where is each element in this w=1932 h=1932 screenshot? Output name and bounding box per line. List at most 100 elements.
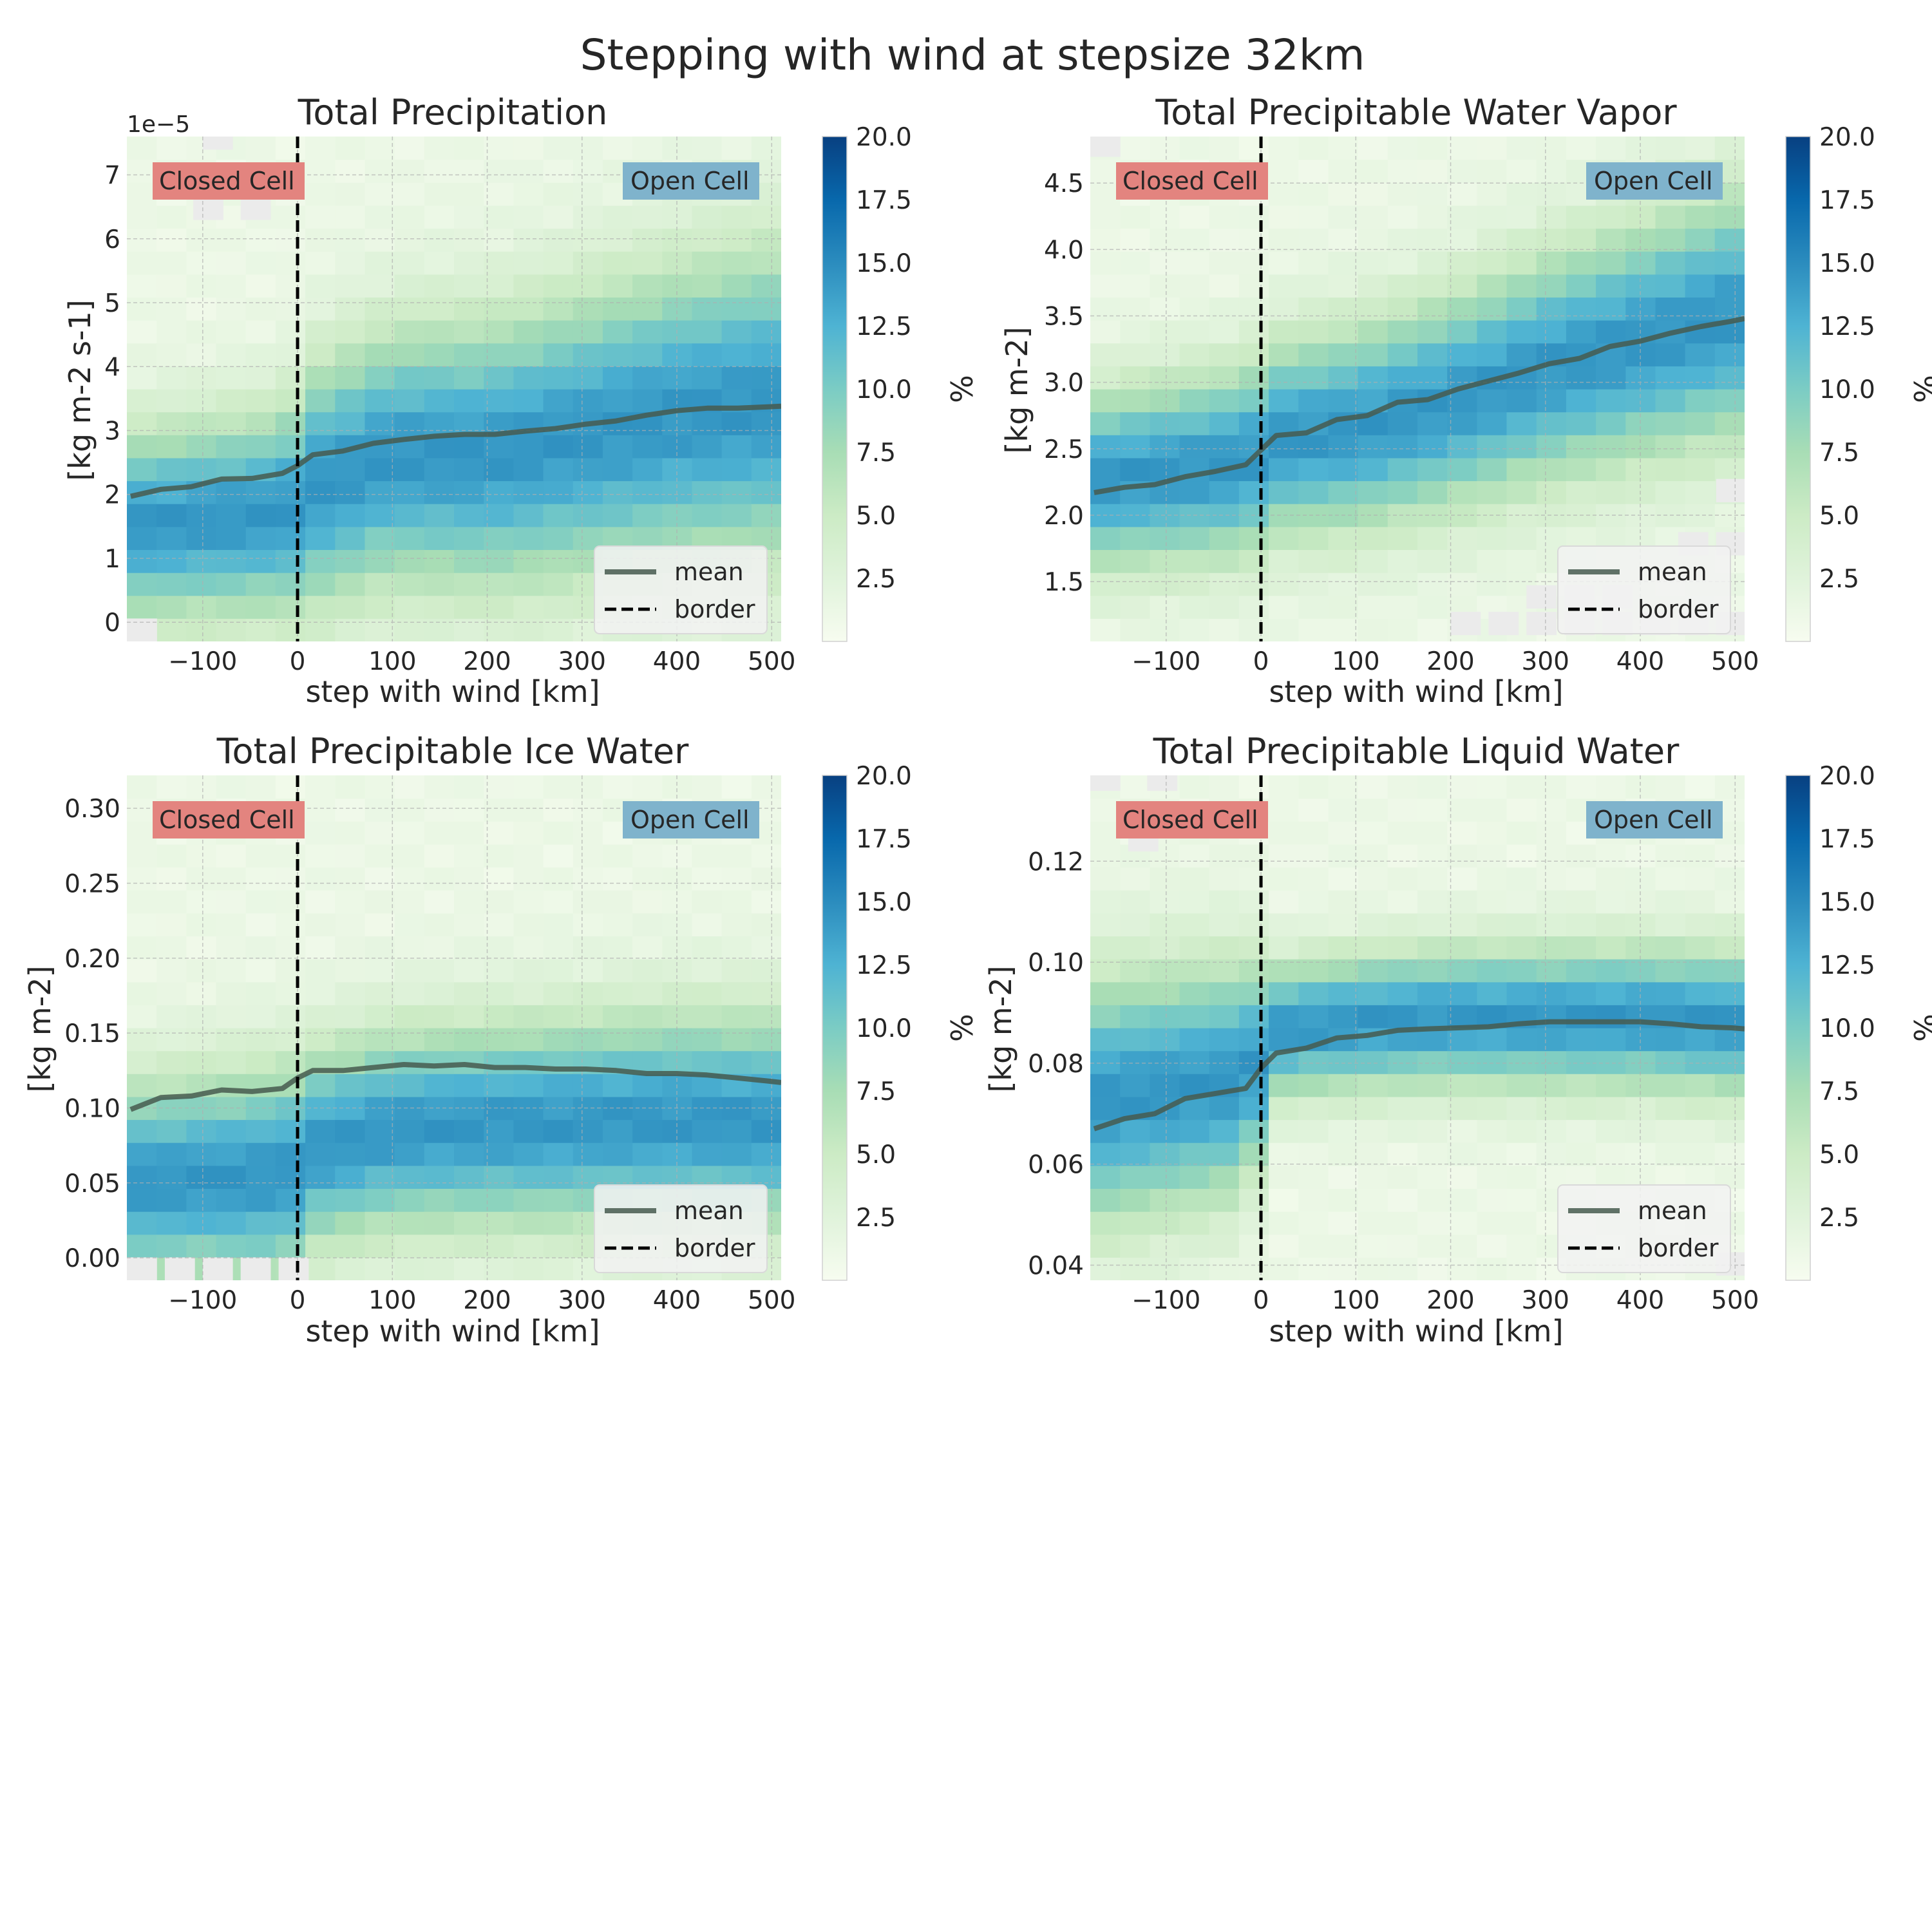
heatmap-cell (1269, 251, 1299, 275)
legend-box (1557, 1184, 1731, 1273)
heatmap-cell (335, 251, 366, 275)
x-tick-label: 0 (1253, 1286, 1269, 1315)
heatmap-cell (424, 981, 455, 1005)
legend-mean-label: mean (1638, 1197, 1707, 1225)
heatmap-cell (1090, 913, 1121, 936)
heatmap-cell (632, 389, 663, 413)
heatmap-cell (365, 936, 395, 960)
heatmap-cell (1179, 1028, 1210, 1052)
heatmap-cell (602, 251, 633, 275)
heatmap-cell (424, 1234, 455, 1258)
colorbar-tick-label: 7.5 (856, 439, 896, 468)
heatmap-cell (513, 389, 544, 413)
heatmap-cell (1566, 1119, 1596, 1143)
heatmap-cell (216, 595, 247, 619)
closed-cell-box (153, 162, 305, 200)
heatmap-cell (335, 480, 366, 504)
heatmap-cell (1477, 137, 1508, 160)
heatmap-cell (1477, 959, 1508, 983)
heatmap-cell (156, 775, 187, 799)
heatmap-cell (602, 936, 633, 960)
heatmap-cell (1269, 1119, 1299, 1143)
y-tick-label: 0.12 (1028, 848, 1084, 876)
heatmap-cell (1477, 389, 1508, 413)
heatmap-cell (1209, 526, 1240, 550)
heatmap-cell (1566, 274, 1596, 298)
heatmap-cell (156, 205, 187, 229)
heatmap-cell (1179, 1234, 1210, 1258)
mean-line (129, 403, 781, 499)
heatmap-cell (543, 297, 574, 321)
heatmap-cell (394, 1234, 425, 1258)
closed-cell-label: Closed Cell (1122, 167, 1258, 195)
x-tick-label: 400 (1616, 647, 1664, 676)
heatmap-cell (513, 595, 544, 619)
heatmap-cell (1655, 981, 1686, 1005)
heatmap-cell (513, 182, 544, 206)
heatmap-cell (1417, 1005, 1448, 1028)
open-cell-label: Open Cell (630, 806, 750, 834)
heatmap-cell (1209, 573, 1240, 596)
heatmap-cell (602, 457, 633, 482)
heatmap-cell (1269, 573, 1299, 596)
legend-mean-label: mean (674, 1197, 744, 1225)
heatmap-cell (632, 936, 663, 960)
heatmap-cell (1655, 205, 1686, 229)
heatmap-cell (216, 480, 247, 504)
heatmap-cell (1477, 775, 1508, 799)
colorbar-label: % (1908, 1014, 1932, 1042)
heatmap-cell (245, 1142, 276, 1166)
heatmap-cell (484, 798, 514, 822)
heatmap-cell (1566, 251, 1596, 275)
heatmap-cell (365, 251, 395, 275)
heatmap-cell (1298, 936, 1329, 960)
heatmap-cell (1685, 343, 1716, 366)
heatmap-cell (1566, 457, 1596, 482)
heatmap-cell (1685, 389, 1716, 413)
heatmap-cell (1387, 526, 1418, 550)
heatmap-cell (1150, 297, 1180, 321)
heatmap-cell (1477, 844, 1508, 868)
heatmap-cell (1387, 1005, 1418, 1028)
mean-line (1093, 1019, 1745, 1132)
y-tick-label: 1 (104, 545, 120, 574)
heatmap-cell (335, 526, 366, 550)
heatmap-cell (1506, 1028, 1537, 1052)
heatmap-cell (1536, 890, 1567, 914)
heatmap-cell (394, 1142, 425, 1166)
heatmap-cell (305, 480, 336, 504)
heatmap-cell (275, 137, 306, 160)
heatmap-cell (1179, 297, 1210, 321)
heatmap-cell (1120, 251, 1150, 275)
heatmap-cell (365, 1211, 395, 1235)
heatmap (127, 137, 781, 641)
heatmap-cell (1714, 457, 1745, 482)
heatmap-cell (1417, 412, 1448, 435)
heatmap-cell (1477, 274, 1508, 298)
heatmap-cell (1506, 435, 1537, 459)
heatmap-cell (1685, 981, 1716, 1005)
heatmap-cell (1120, 1050, 1150, 1074)
x-tick-label: 500 (1711, 647, 1759, 676)
heatmap-cell (216, 504, 247, 527)
heatmap-cell (335, 867, 366, 891)
heatmap-cell (454, 228, 484, 252)
heatmap-cell (543, 504, 574, 527)
heatmap-cell (335, 1119, 366, 1143)
panel-total-precipitable-liquid-water: Total Precipitable Liquid Water step wit… (983, 731, 1932, 1349)
heatmap-cell (1566, 913, 1596, 936)
heatmap-cell (513, 1142, 544, 1166)
heatmap-cell (454, 412, 484, 435)
heatmap-cell (305, 981, 336, 1005)
heatmap-cell (573, 1005, 603, 1028)
heatmap-cell (1655, 959, 1686, 983)
heatmap-cell (127, 1234, 157, 1258)
heatmap-cell (1090, 890, 1121, 914)
heatmap-cell (1328, 1142, 1359, 1166)
heatmap-cell (1269, 205, 1299, 229)
heatmap-cell (335, 798, 366, 822)
heatmap-cell (692, 297, 723, 321)
heatmap-cell (1298, 775, 1329, 799)
heatmap-cell (1120, 959, 1150, 983)
y-tick-label: 0.00 (64, 1244, 120, 1273)
